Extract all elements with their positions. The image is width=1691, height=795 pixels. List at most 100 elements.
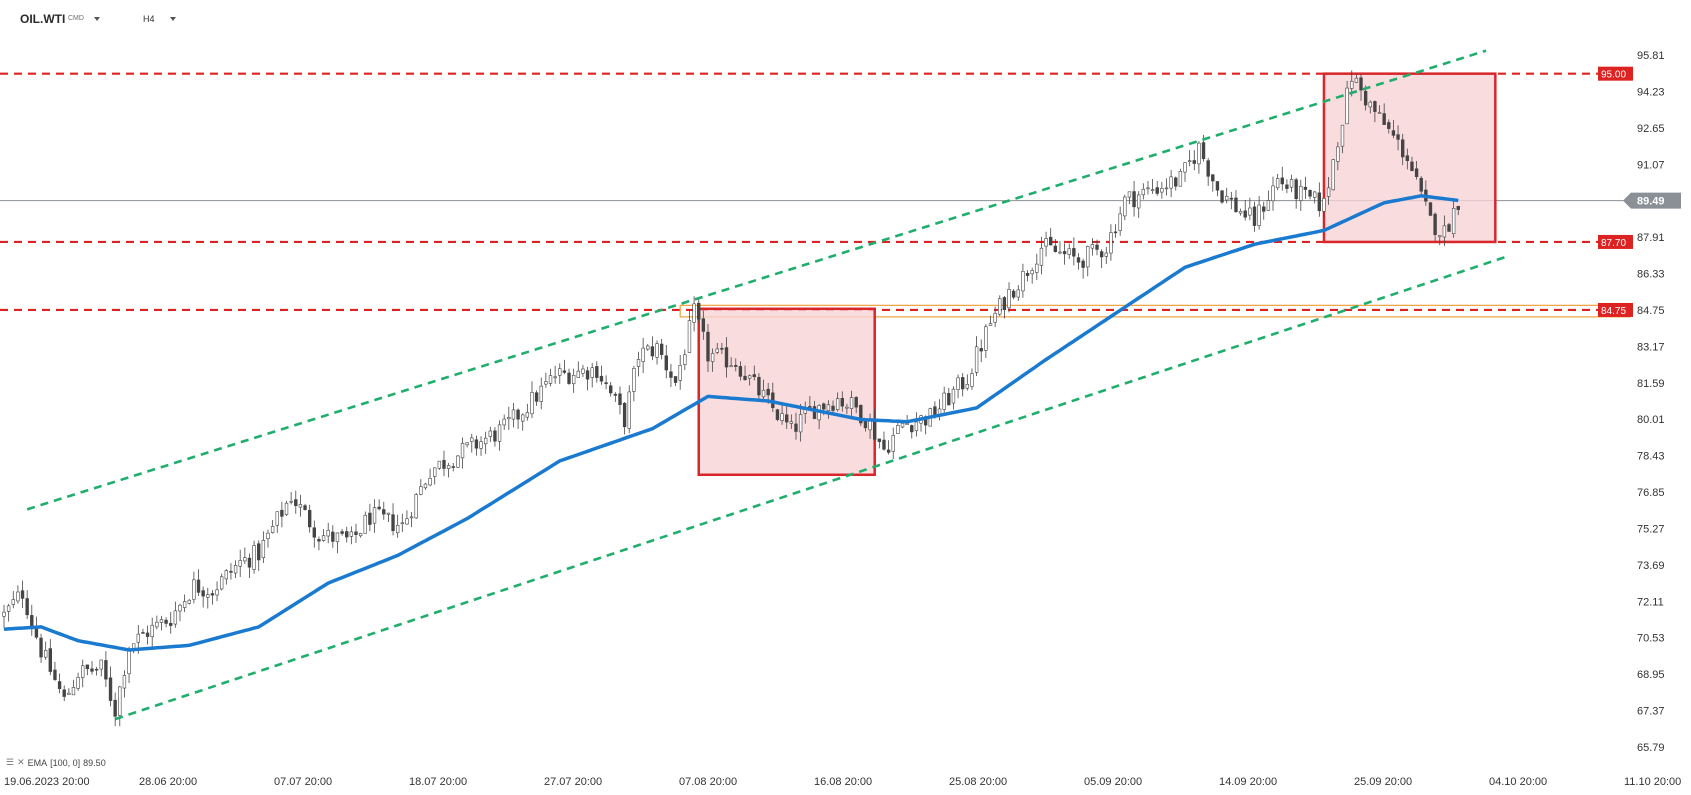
- candle-body: [1192, 160, 1196, 164]
- candle-body: [734, 365, 738, 367]
- candle-body: [1081, 260, 1085, 268]
- symbol-type: CMD: [68, 15, 84, 22]
- candle-body: [1438, 235, 1442, 238]
- menu-icon[interactable]: ☰: [6, 757, 15, 767]
- candle-body: [1090, 244, 1095, 249]
- candle-body: [16, 591, 20, 602]
- candle-body: [1428, 202, 1433, 216]
- candle-body: [618, 393, 622, 406]
- candle-body: [905, 423, 909, 425]
- candle-body: [1220, 190, 1224, 203]
- highlight-box: [1322, 72, 1497, 244]
- candle-body: [715, 348, 719, 353]
- candle-body: [516, 409, 520, 420]
- candle-body: [1317, 192, 1322, 212]
- candle-body: [497, 424, 502, 442]
- x-tick-label: 18.07 20:00: [409, 776, 467, 788]
- candle-body: [280, 509, 284, 517]
- candle-body: [900, 423, 905, 428]
- candle-body: [845, 406, 849, 409]
- candle-body: [1294, 179, 1298, 200]
- candle-body: [1368, 101, 1372, 108]
- candle-body: [1248, 207, 1252, 216]
- candle-body: [539, 385, 543, 402]
- candle-body: [136, 633, 141, 643]
- candle-body: [192, 579, 196, 600]
- candle-body: [1373, 101, 1377, 112]
- y-tick-label: 76.85: [1637, 487, 1665, 499]
- level-tag-label: 87.70: [1601, 238, 1626, 249]
- candle-body: [678, 365, 682, 381]
- candle-body: [706, 331, 710, 362]
- candle-body: [243, 557, 247, 562]
- highlight-box: [697, 307, 876, 477]
- candle-body: [757, 376, 761, 396]
- symbol-name[interactable]: OIL.WTI: [20, 12, 66, 26]
- candle-body: [474, 439, 479, 449]
- symbol-dropdown-icon[interactable]: [94, 17, 100, 21]
- candle-body: [650, 346, 655, 357]
- candle-body: [534, 392, 539, 402]
- candle-body: [1410, 161, 1414, 172]
- timeframe-selector[interactable]: H4: [143, 14, 155, 24]
- candle-body: [266, 532, 270, 539]
- candle-body: [345, 531, 349, 538]
- candle-body: [752, 374, 756, 378]
- candle-body: [460, 443, 465, 459]
- x-tick-label: 05.09 20:00: [1084, 776, 1142, 788]
- candle-body: [1414, 168, 1419, 177]
- y-tick-label: 95.81: [1637, 50, 1665, 62]
- candle-body: [2, 611, 6, 617]
- candle-body: [141, 632, 145, 634]
- candle-body: [1451, 208, 1456, 234]
- candle-body: [127, 648, 131, 675]
- candle-body: [479, 441, 483, 449]
- candle-body: [11, 599, 15, 605]
- candle-body: [113, 699, 117, 717]
- candle-body: [1174, 177, 1178, 187]
- candle-body: [548, 375, 553, 384]
- candle-body: [178, 604, 182, 612]
- candle-body: [1275, 178, 1280, 189]
- candle-body: [257, 543, 261, 561]
- candle-body: [1123, 196, 1127, 217]
- candle-body: [1067, 248, 1071, 255]
- candle-body: [1197, 142, 1201, 165]
- y-tick-label: 78.43: [1637, 451, 1665, 463]
- close-icon[interactable]: ✕: [17, 757, 25, 767]
- x-tick-label: 25.08 20:00: [949, 776, 1007, 788]
- candle-body: [655, 343, 659, 358]
- candle-body: [798, 414, 803, 433]
- candle-body: [701, 318, 706, 332]
- candle-body: [1442, 225, 1447, 238]
- candle-body: [470, 437, 474, 442]
- channel-line-lower: [114, 254, 1510, 721]
- candle-body: [576, 370, 580, 378]
- timeframe-dropdown-icon[interactable]: [170, 17, 176, 21]
- candle-body: [868, 420, 872, 431]
- candle-body: [1377, 112, 1382, 114]
- candle-body: [1164, 187, 1169, 190]
- candle-body: [1211, 174, 1215, 182]
- candle-body: [358, 533, 363, 537]
- candle-body: [1271, 185, 1275, 202]
- candle-body: [785, 414, 789, 423]
- level-tag-label: 84.75: [1601, 306, 1626, 317]
- candle-body: [99, 659, 103, 670]
- candle-body: [1354, 77, 1359, 83]
- candle-body: [947, 393, 951, 406]
- x-tick-label: 07.07 20:00: [274, 776, 332, 788]
- candle-body: [233, 565, 238, 574]
- y-tick-label: 75.27: [1637, 523, 1665, 535]
- candle-body: [840, 397, 844, 407]
- candle-body: [53, 669, 57, 680]
- indicator-legend: ☰ ✕ EMA [100, 0] 89.50: [6, 757, 106, 768]
- indicator-params: [100, 0]: [50, 757, 81, 768]
- candle-body: [683, 354, 687, 365]
- candle-body: [437, 460, 442, 469]
- candle-body: [150, 624, 154, 637]
- candle-body: [761, 390, 766, 398]
- candle-body: [993, 312, 997, 323]
- candle-body: [1285, 184, 1289, 189]
